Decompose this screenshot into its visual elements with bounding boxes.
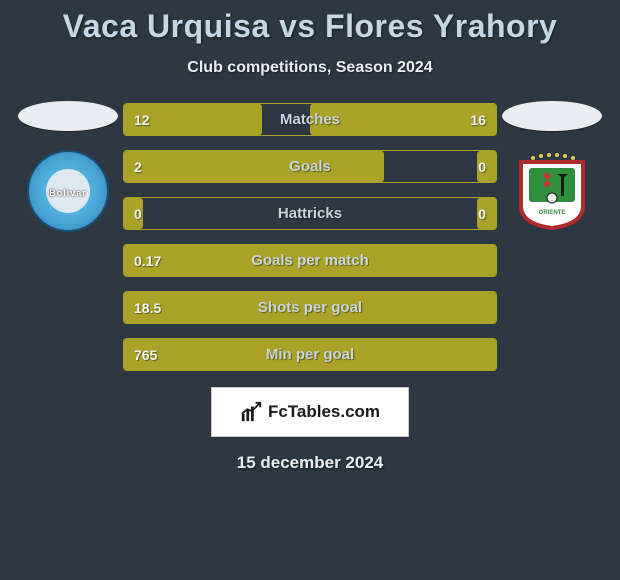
stat-bars: 1216Matches 20Goals 00Hattricks 0.17Goals p… <box>123 103 497 371</box>
player-left-column: Bolivar <box>13 103 123 232</box>
stat-row: 1216Matches <box>123 103 497 136</box>
page-subtitle: Club competitions, Season 2024 <box>0 59 620 77</box>
svg-text:ORIENTE: ORIENTE <box>539 210 566 216</box>
stat-label: Shots per goal <box>124 299 496 316</box>
stat-row: 765Min per goal <box>123 338 497 371</box>
stat-label: Matches <box>124 111 496 128</box>
stat-row: 20Goals <box>123 150 497 183</box>
content-row: Bolivar 1216Matches 20Goals 00Hattricks 0.1… <box>0 103 620 371</box>
country-flag-right <box>502 101 602 131</box>
fctables-icon <box>240 401 262 423</box>
club-logo-right: ORIENTE <box>511 150 593 232</box>
club-logo-left: Bolivar <box>27 150 109 232</box>
stat-row: 00Hattricks <box>123 197 497 230</box>
stat-row: 18.5Shots per goal <box>123 291 497 324</box>
stat-label: Goals <box>124 158 496 175</box>
comparison-infographic: Vaca Urquisa vs Flores Yrahory Club comp… <box>0 0 620 580</box>
page-title: Vaca Urquisa vs Flores Yrahory <box>0 0 620 45</box>
stat-label: Hattricks <box>124 205 496 222</box>
date-label: 15 december 2024 <box>0 453 620 473</box>
oriente-logo-icon: ORIENTE <box>511 150 593 232</box>
bolivar-logo-icon: Bolivar <box>27 150 109 232</box>
stat-label: Goals per match <box>124 252 496 269</box>
stat-row: 0.17Goals per match <box>123 244 497 277</box>
branding-text: FcTables.com <box>268 402 380 422</box>
bolivar-text: Bolivar <box>29 184 107 202</box>
stat-label: Min per goal <box>124 346 496 363</box>
player-right-column: ORIENTE <box>497 103 607 232</box>
branding-badge: FcTables.com <box>211 387 409 437</box>
country-flag-left <box>18 101 118 131</box>
